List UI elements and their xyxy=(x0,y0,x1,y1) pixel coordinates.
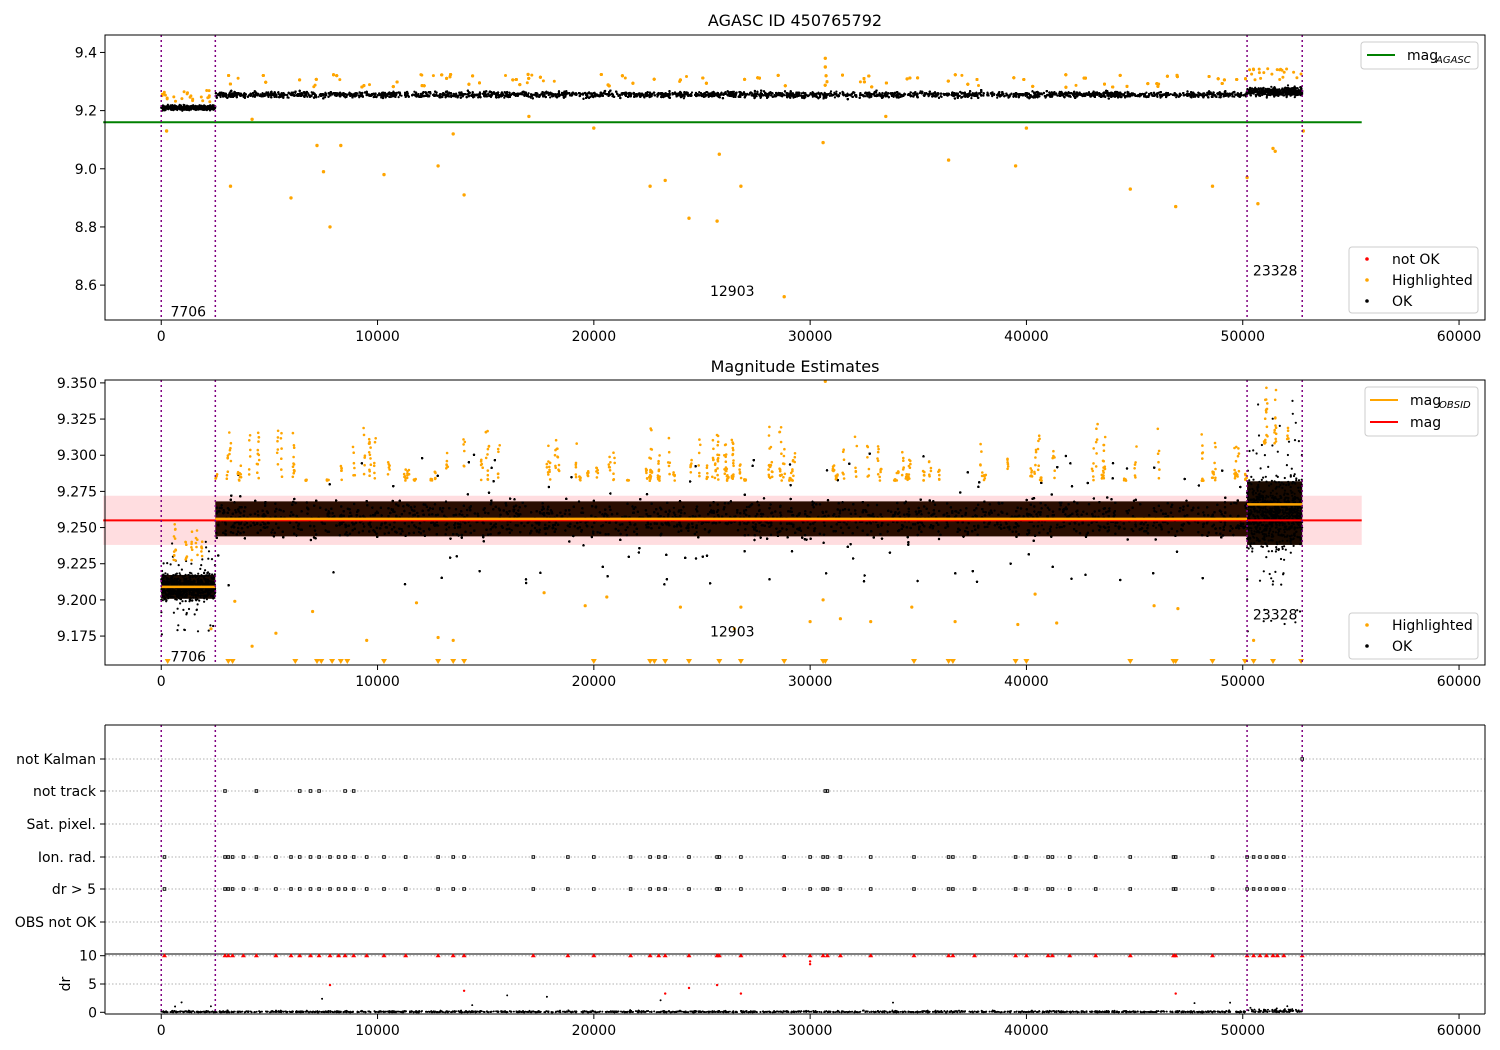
ok-point xyxy=(527,92,530,95)
ok-point xyxy=(996,96,999,99)
ok-point xyxy=(833,96,837,99)
highlighted-point xyxy=(191,99,195,103)
ok-point xyxy=(213,107,216,111)
ok-point xyxy=(191,104,194,108)
highlighted-point xyxy=(172,95,176,99)
ok-point xyxy=(181,106,184,109)
highlighted-point xyxy=(207,89,211,93)
highlighted-point xyxy=(525,81,529,85)
highlighted-point xyxy=(504,74,507,77)
chart-title: AGASC ID 450765792 xyxy=(708,11,882,30)
ok-point xyxy=(1124,91,1127,94)
highlighted-point xyxy=(201,99,205,103)
highlighted-point xyxy=(189,94,193,98)
highlighted-point xyxy=(162,90,166,94)
ok-point xyxy=(164,106,167,110)
highlighted-point xyxy=(530,73,534,77)
ok-point xyxy=(195,105,198,108)
highlighted-point xyxy=(180,97,184,101)
highlighted-point xyxy=(312,85,316,89)
highlighted-point xyxy=(420,73,424,77)
highlighted-point xyxy=(977,84,980,87)
ok-point xyxy=(182,108,186,111)
ok-point xyxy=(208,106,211,109)
ok-point xyxy=(389,95,392,99)
highlighted-point xyxy=(163,93,167,97)
highlighted-point xyxy=(165,97,169,101)
ok-point xyxy=(413,90,416,93)
ok-point xyxy=(306,95,309,98)
highlighted-point xyxy=(431,74,435,78)
highlighted-point xyxy=(182,90,186,94)
ok-point xyxy=(881,91,884,95)
ok-point xyxy=(317,95,320,98)
ok-point xyxy=(1175,96,1178,99)
ok-point xyxy=(210,105,213,108)
highlighted-point xyxy=(1074,83,1078,87)
highlighted-point xyxy=(338,78,342,82)
highlighted-point xyxy=(160,92,164,96)
ok-point xyxy=(203,108,206,111)
ok-point xyxy=(173,104,176,107)
ok-point xyxy=(978,92,981,95)
ok-point xyxy=(324,96,327,99)
highlighted-point xyxy=(205,89,209,92)
ok-point xyxy=(192,107,195,110)
ok-point xyxy=(751,92,754,95)
ok-point xyxy=(197,106,200,109)
ok-point xyxy=(1203,92,1206,95)
highlighted-point xyxy=(960,73,964,77)
ok-point xyxy=(310,91,313,94)
ok-point xyxy=(690,91,694,94)
highlighted-point xyxy=(208,100,212,104)
ok-point xyxy=(866,95,869,98)
ok-point xyxy=(286,93,289,96)
ok-point xyxy=(168,105,171,108)
ok-point xyxy=(178,103,181,106)
ok-point xyxy=(199,108,202,111)
ok-point xyxy=(162,108,166,111)
ok-point xyxy=(833,91,836,94)
highlighted-point xyxy=(858,80,862,84)
ok-point xyxy=(173,108,176,111)
highlighted-point xyxy=(552,79,556,83)
ok-point xyxy=(698,91,701,94)
ok-point xyxy=(939,95,942,98)
ok-point xyxy=(397,96,400,99)
highlighted-point xyxy=(207,95,211,99)
ok-point xyxy=(400,94,403,97)
highlighted-point xyxy=(174,99,177,103)
ok-point xyxy=(1104,95,1107,99)
ok-point xyxy=(171,106,174,110)
ok-point xyxy=(189,106,192,109)
ok-point xyxy=(185,107,188,110)
ok-point xyxy=(503,96,506,99)
ok-point xyxy=(358,96,361,99)
ok-point xyxy=(176,105,179,108)
ok-point xyxy=(195,108,198,111)
ok-point xyxy=(835,90,838,93)
ok-point xyxy=(829,90,833,93)
ok-point xyxy=(166,105,169,108)
highlighted-point xyxy=(186,91,189,95)
ok-point xyxy=(204,108,207,111)
highlighted-point xyxy=(236,76,240,80)
highlighted-point xyxy=(623,76,627,80)
ok-point xyxy=(388,95,391,99)
highlighted-point xyxy=(685,75,688,78)
ok-point xyxy=(991,95,994,98)
ok-point xyxy=(864,95,867,98)
highlighted-point xyxy=(541,79,545,83)
highlighted-point xyxy=(199,95,203,99)
ok-point xyxy=(200,106,203,109)
ok-point xyxy=(549,96,552,99)
highlighted-point xyxy=(368,83,371,87)
ok-point xyxy=(970,97,973,100)
ok-point xyxy=(747,93,751,96)
